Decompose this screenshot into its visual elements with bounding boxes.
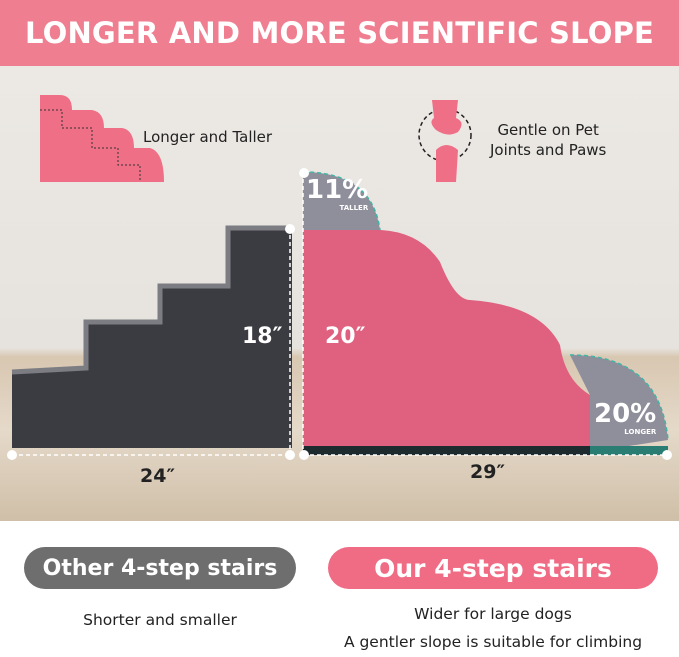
product-scene (0, 66, 679, 521)
our-stairs-pill: Our 4-step stairs (328, 547, 658, 589)
other-stairs (11, 225, 292, 448)
taller-word: TALLER (339, 204, 369, 212)
our-stairs (302, 171, 669, 455)
our-height-label: 20″ (325, 324, 366, 349)
other-stairs-desc: Shorter and smaller (83, 611, 237, 629)
stairs-illustration (7, 95, 672, 460)
longer-badge: 20% LONGER (594, 400, 656, 437)
other-height-label: 18″ (242, 324, 283, 349)
our-length-label: 29″ (470, 461, 505, 483)
feature-longer-taller: Longer and Taller (143, 128, 273, 146)
taller-badge: 11% TALLER (306, 176, 368, 213)
feature-gentle-joints: Gentle on Pet Joints and Paws (490, 121, 607, 159)
longer-word: LONGER (624, 428, 657, 436)
page-title: LONGER AND MORE SCIENTIFIC SLOPE (0, 0, 679, 66)
longer-percent: 20% (594, 399, 657, 429)
stair-profile-icon (40, 95, 164, 182)
our-stairs-desc-1: Wider for large dogs (414, 605, 572, 623)
our-stairs-desc-2: A gentler slope is suitable for climbing (343, 633, 643, 651)
taller-percent: 11% (306, 175, 369, 205)
other-length-label: 24″ (140, 465, 175, 487)
joint-icon (418, 100, 472, 182)
other-stairs-pill: Other 4-step stairs (24, 547, 296, 589)
